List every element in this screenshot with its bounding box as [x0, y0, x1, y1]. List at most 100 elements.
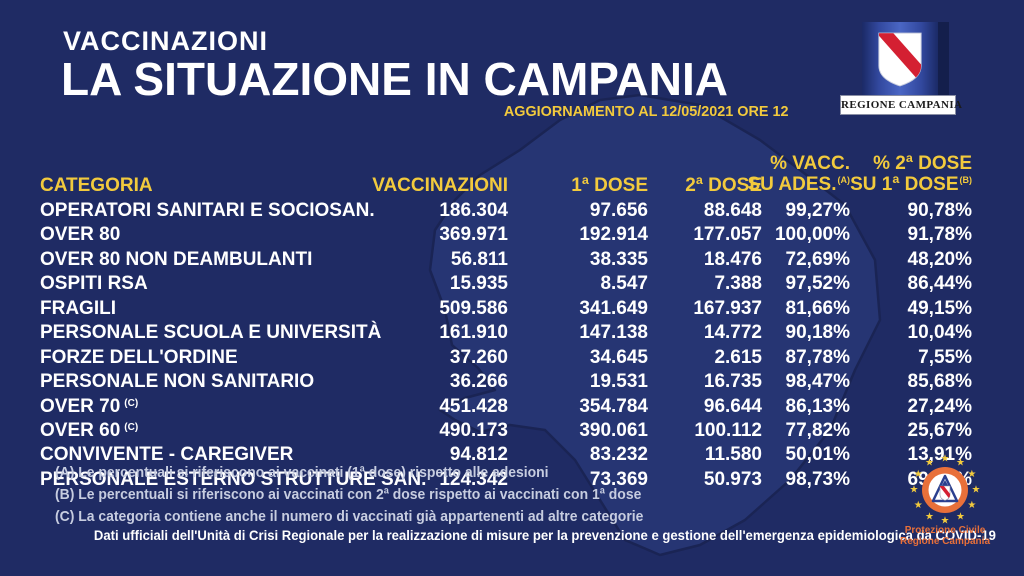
prima-dose-value: 390.061: [579, 419, 648, 441]
vaccination-table-body: OPERATORI SANITARI E SOCIOSAN. 186.304 97.…: [0, 199, 1024, 492]
table-row: PERSONALE SCUOLA E UNIVERSITÀ 161.910 147.…: [0, 321, 1024, 345]
protezione-civile-wordmark: Protezione Civile Regione Campania: [878, 525, 1012, 547]
seconda-dose-value: 50.973: [703, 468, 762, 490]
footnote-b: (B) Le percentuali si riferiscono ai vac…: [55, 486, 642, 503]
update-timestamp: AGGIORNAMENTO AL 12/05/2021 ORE 12: [503, 103, 788, 120]
table-row: OVER 80 NON DEAMBULANTI 56.811 38.335 18.47…: [0, 248, 1024, 272]
pct-su-prima-dose-value: 86,44%: [907, 273, 972, 295]
table-row: FRAGILI 509.586 341.649 167.937 81,66% 49,15%: [0, 297, 1024, 321]
star-icon: ★: [967, 469, 976, 480]
seconda-dose-value: 16.735: [703, 371, 762, 393]
category-label: FRAGILI: [40, 297, 116, 319]
star-icon: ★: [925, 458, 934, 469]
header-line: SU ADES.(A): [747, 174, 851, 195]
vaccinazioni-value: 56.811: [450, 248, 508, 270]
pct-su-prima-dose-value: 49,15%: [907, 297, 972, 319]
prima-dose-value: 354.784: [579, 395, 648, 417]
vaccinazioni-value: 37.260: [449, 346, 508, 368]
seconda-dose-value: 18.476: [703, 248, 762, 270]
seconda-dose-value: 11.580: [704, 444, 762, 466]
category-label: PERSONALE NON SANITARIO: [40, 371, 315, 393]
pct-su-adesioni-value: 86,13%: [785, 395, 850, 417]
table-row: PERSONALE NON SANITARIO 36.266 19.531 16.73…: [0, 370, 1024, 394]
vaccinazioni-value: 490.173: [439, 419, 508, 441]
footnote-c: (C) La categoria contiene anche il numer…: [55, 508, 644, 525]
footnotes-block: (A) Le percentuali si riferiscono ai vac…: [55, 462, 643, 528]
vaccinazioni-value: 15.935: [449, 273, 508, 295]
table-row: OVER 80 369.971 192.914 177.057 100,00% 91,78…: [0, 223, 1024, 247]
vaccinazioni-value: 369.971: [439, 224, 508, 246]
star-icon: ★: [910, 485, 919, 496]
pct-su-prima-dose-value: 13,91%: [907, 444, 972, 466]
category-label: OPERATORI SANITARI E SOCIOSAN.: [40, 200, 375, 221]
euro-stars-ring: ★ ★★★★★★★★★★★: [910, 454, 981, 527]
category-label: CONVIVENTE - CAREGIVER: [40, 444, 294, 466]
prima-dose-value: 341.649: [579, 297, 648, 319]
column-header-vaccinazioni: VACCINAZIONI: [372, 175, 508, 196]
star-icon: ★: [941, 454, 950, 465]
column-header-pct-adesioni: % VACC. SU ADES.(A): [747, 153, 850, 198]
seconda-dose-value: 14.772: [703, 322, 762, 344]
header-line: % 2ª DOSE: [873, 153, 972, 174]
vaccinazioni-value: 509.586: [439, 297, 508, 319]
star-icon: ★: [914, 469, 923, 480]
category-label: OVER 60 (C): [40, 419, 139, 441]
regione-campania-logo: REGIONE CAMPANIA: [840, 22, 1002, 118]
prima-dose-value: 97.656: [589, 200, 648, 221]
pct-su-prima-dose-value: 90,78%: [907, 200, 972, 221]
category-label: OVER 80: [40, 224, 121, 246]
pct-su-adesioni-value: 77,82%: [785, 419, 850, 441]
table-row: OVER 60 (C) 490.173 390.061 100.112 77,82% 25,…: [0, 419, 1024, 443]
footnote-ref-c: (C): [124, 421, 139, 433]
category-label: FORZE DELL'ORDINE: [40, 346, 238, 368]
header-line: SU 1ª DOSE(B): [850, 174, 973, 195]
header-line: % VACC.: [770, 153, 850, 174]
prima-dose-value: 147.138: [579, 322, 648, 344]
star-icon: ★: [956, 458, 965, 469]
seconda-dose-value: 88.648: [703, 200, 762, 221]
pct-su-adesioni-value: 90,18%: [785, 322, 850, 344]
seconda-dose-value: 177.057: [693, 224, 762, 246]
star-icon: ★: [967, 500, 976, 511]
footnote-a: (A) Le percentuali si riferiscono ai vac…: [55, 464, 549, 481]
pct-su-adesioni-value: 99,27%: [785, 200, 850, 221]
prima-dose-value: 38.335: [589, 248, 648, 270]
seconda-dose-value: 167.937: [693, 297, 762, 319]
vaccinazioni-value: 161.910: [439, 322, 508, 344]
table-row: OSPITI RSA 15.935 8.547 7.388 97,52% 86,44%: [0, 272, 1024, 296]
logo-banner-strip: [938, 22, 949, 98]
footnote-ref-a: (A): [837, 175, 851, 185]
column-header-dose1: 1ª DOSE: [571, 175, 648, 196]
star-icon: ★: [972, 485, 981, 496]
pct-su-prima-dose-value: 10,04%: [907, 322, 972, 344]
star-icon: ★: [914, 500, 923, 511]
pct-su-adesioni-value: 50,01%: [785, 444, 850, 466]
seconda-dose-value: 7.388: [714, 273, 762, 295]
pct-su-prima-dose-value: 25,67%: [907, 419, 972, 441]
footnote-ref-c: (C): [124, 397, 139, 409]
vaccinazioni-value: 36.266: [449, 371, 508, 393]
star-icon: ★: [941, 516, 950, 527]
vaccinazioni-value: 186.304: [439, 200, 508, 221]
table-row: OPERATORI SANITARI E SOCIOSAN. 186.304 97.…: [0, 199, 1024, 223]
seconda-dose-value: 100.112: [694, 419, 762, 441]
vaccinazioni-value: 451.428: [439, 395, 508, 417]
seconda-dose-value: 96.644: [703, 395, 762, 417]
protezione-civile-logo: ★ ★★★★★★★★★★★: [910, 454, 981, 527]
pct-su-prima-dose-value: 7,55%: [918, 346, 972, 368]
campania-shield-icon: [878, 32, 922, 87]
star-icon: ★: [956, 511, 965, 522]
footnote-ref-b: (B): [959, 175, 973, 185]
star-icon: ★: [925, 511, 934, 522]
column-header-pct-seconda-dose: % 2ª DOSE SU 1ª DOSE(B): [850, 153, 972, 198]
pct-su-adesioni-value: 72,69%: [785, 248, 850, 270]
page-kicker: VACCINAZIONI: [63, 26, 268, 56]
category-label: OVER 70 (C): [40, 395, 139, 417]
pct-su-prima-dose-value: 27,24%: [907, 395, 972, 417]
regione-campania-wordmark: REGIONE CAMPANIA: [840, 95, 962, 115]
data-source-credit: Dati ufficiali dell'Unità di Crisi Regio…: [93, 528, 996, 543]
pct-su-prima-dose-value: 85,68%: [907, 371, 972, 393]
pct-su-adesioni-value: 81,66%: [785, 297, 850, 319]
pc-shield-band: [940, 486, 950, 500]
